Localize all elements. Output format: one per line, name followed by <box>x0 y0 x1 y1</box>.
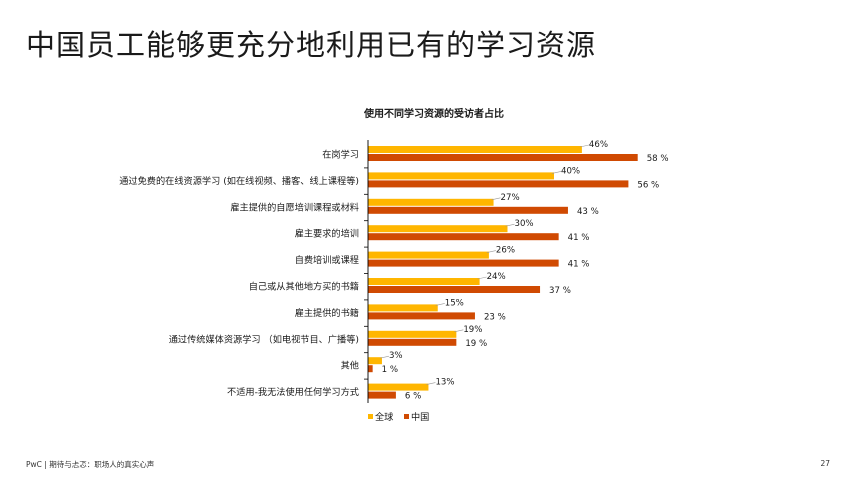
category-label: 通过传统媒体资源学习 （如电视节目、广播等) <box>169 333 359 345</box>
bar-china <box>368 206 568 214</box>
bar-global <box>368 251 489 259</box>
category-label: 不适用-我无法使用任何学习方式 <box>227 386 359 398</box>
category-label: 在岗学习 <box>322 149 359 161</box>
category-label: 自费培训或课程 <box>295 254 359 266</box>
leader-line <box>491 197 501 201</box>
bar-global <box>368 330 457 338</box>
chart-title: 使用不同学习资源的受访者占比 <box>363 107 504 120</box>
data-label-china: 41 % <box>568 260 590 270</box>
leader-line <box>426 382 436 385</box>
data-label-global: 46% <box>589 140 608 150</box>
bar-china <box>368 180 629 188</box>
bar-china <box>368 338 457 346</box>
leader-line <box>551 171 562 174</box>
leader-line <box>454 329 464 333</box>
data-label-china: 1 % <box>382 365 398 375</box>
leader-line <box>379 355 390 359</box>
leader-line <box>435 303 445 306</box>
leader-line <box>505 223 515 227</box>
data-label-china: 41 % <box>568 233 590 243</box>
data-label-global: 15% <box>445 298 464 308</box>
bar-china <box>368 391 396 399</box>
data-label-global: 30% <box>515 219 534 229</box>
bar-global <box>368 172 554 180</box>
data-label-global: 24% <box>487 272 506 282</box>
leader-line <box>579 144 589 148</box>
bar-china <box>368 286 541 293</box>
category-label: 雇主提供的书籍 <box>295 307 359 319</box>
category-label: 通过免费的在线资源学习 (如在线视频、播客、线上课程等) <box>119 175 359 187</box>
bar-china <box>368 259 559 267</box>
data-label-global: 40% <box>561 166 580 176</box>
legend-label-global: 全球 <box>375 411 393 423</box>
category-label: 自己或从其他地方买的书籍 <box>249 281 359 293</box>
slide-title: 中国员工能够更充分地利用已有的学习资源 <box>26 28 597 62</box>
data-label-global: 19% <box>463 325 482 335</box>
footer-text: PwC | 期待与忐忑：职场人的真实心声 <box>26 460 155 469</box>
bar-global <box>368 383 429 391</box>
bar-global <box>368 357 382 365</box>
bar-china <box>368 233 559 241</box>
page-number: 27 <box>820 459 830 468</box>
legend-swatch-global <box>368 414 373 419</box>
data-label-china: 58 % <box>647 154 669 164</box>
data-label-china: 37 % <box>549 286 571 296</box>
category-label: 雇主要求的培训 <box>295 228 359 240</box>
category-label: 其他 <box>341 360 359 372</box>
bar-global <box>368 225 508 233</box>
leader-line <box>486 250 496 253</box>
data-label-global: 27% <box>501 193 520 203</box>
bar-global <box>368 278 480 285</box>
data-label-china: 6 % <box>405 392 421 402</box>
data-label-global: 3% <box>389 351 403 361</box>
bar-global <box>368 146 582 153</box>
data-label-china: 56 % <box>637 180 659 190</box>
bar-china <box>368 365 373 373</box>
bar-global <box>368 198 494 206</box>
bar-china <box>368 312 475 320</box>
category-label: 雇主提供的自愿培训课程或材料 <box>230 201 359 213</box>
legend-swatch-china <box>404 414 409 419</box>
data-label-china: 43 % <box>577 207 599 217</box>
bar-china <box>368 154 638 161</box>
leader-line <box>477 276 487 280</box>
bar-global <box>368 304 438 312</box>
data-label-global: 26% <box>496 246 515 256</box>
data-label-china: 23 % <box>484 312 506 322</box>
data-label-china: 19 % <box>465 339 487 349</box>
data-label-global: 13% <box>435 378 454 388</box>
legend-label-china: 中国 <box>411 411 429 423</box>
